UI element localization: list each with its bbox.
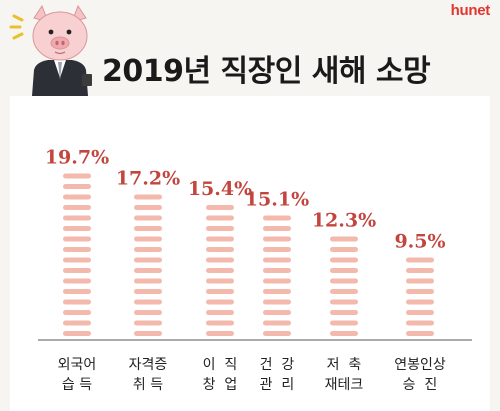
bar-segment — [263, 289, 291, 294]
bar-segment — [263, 310, 291, 315]
bar-segment — [263, 331, 291, 336]
bar-segment — [206, 310, 234, 315]
category-label: 승 진 — [403, 377, 438, 393]
bar-segment — [63, 299, 91, 305]
bar-segment — [206, 236, 234, 242]
bar-segment — [406, 278, 434, 284]
bar-segment — [263, 320, 291, 326]
bar-segment — [63, 320, 91, 326]
bar-value-label: 17.2% — [116, 168, 180, 190]
bar-segment — [206, 257, 234, 263]
bar-segment — [330, 236, 358, 242]
bar-segment — [406, 268, 434, 273]
bar-segment — [134, 236, 162, 242]
bar-segment — [134, 331, 162, 336]
bar-segment — [330, 257, 358, 263]
bar-segment — [134, 226, 162, 231]
bar-segment — [63, 289, 91, 294]
bar-value-label: 19.7% — [45, 147, 109, 169]
category-label: 외국어 — [58, 357, 97, 373]
bar-segment — [206, 289, 234, 294]
bar-segment — [63, 247, 91, 252]
bar-segment — [263, 268, 291, 273]
bar-value-label: 9.5% — [394, 231, 445, 253]
bar-segment — [63, 278, 91, 284]
bar-segment — [63, 173, 91, 179]
category-label: 자격증 — [129, 357, 168, 373]
category-label: 저 축 — [327, 357, 362, 373]
bar-segment — [263, 247, 291, 252]
bar-segment — [63, 310, 91, 315]
bar-segment — [134, 215, 162, 221]
bar-value-label: 15.1% — [245, 189, 309, 211]
brand-logo: hunet — [450, 2, 491, 19]
bar-segment — [330, 310, 358, 315]
bar-segment — [263, 236, 291, 242]
bar-segment — [63, 205, 91, 210]
bar-segment — [406, 320, 434, 326]
category-label: 창 업 — [203, 377, 238, 393]
bar-segment — [330, 320, 358, 326]
bar-segment — [134, 299, 162, 305]
bar-segment — [206, 331, 234, 336]
bar-segment — [134, 194, 162, 200]
bar-segment — [206, 320, 234, 326]
bar-segment — [63, 184, 91, 189]
bar-segment — [63, 226, 91, 231]
bar-segment — [406, 289, 434, 294]
bar-segment — [134, 278, 162, 284]
bar-segment — [263, 257, 291, 263]
bar-segment — [206, 247, 234, 252]
bar-segment — [63, 194, 91, 200]
category-label: 취 득 — [133, 377, 163, 393]
bar-segment — [330, 268, 358, 273]
bar-value-label: 12.3% — [312, 210, 376, 232]
category-label: 재테크 — [325, 377, 364, 393]
bar-segment — [206, 215, 234, 221]
bar-segment — [63, 257, 91, 263]
bar-segment — [63, 215, 91, 221]
bar-segment — [134, 289, 162, 294]
bar-segment — [406, 331, 434, 336]
bar-segment — [206, 278, 234, 284]
bar-segment — [206, 226, 234, 231]
bar-segment — [134, 320, 162, 326]
bar-segment — [63, 331, 91, 336]
category-label: 이 직 — [203, 357, 238, 373]
bar-segment — [330, 331, 358, 336]
category-label: 습 득 — [62, 377, 92, 393]
bar-segment — [406, 299, 434, 305]
category-label: 연봉인상 — [394, 357, 446, 373]
bar-segment — [134, 310, 162, 315]
bar-segment — [206, 205, 234, 210]
pig-businessman-icon — [9, 4, 92, 96]
bar-segment — [330, 289, 358, 294]
category-label: 건 강 — [260, 357, 295, 373]
bar-segment — [406, 257, 434, 263]
bar-segment — [134, 268, 162, 273]
bar-segment — [330, 278, 358, 284]
bar-segment — [330, 247, 358, 252]
bar-segment — [206, 268, 234, 273]
bar-segment — [206, 299, 234, 305]
bar-segment — [330, 299, 358, 305]
bar-segment — [263, 226, 291, 231]
bar-segment — [406, 310, 434, 315]
category-label: 관 리 — [260, 377, 295, 393]
bar-segment — [263, 278, 291, 284]
page-title: 2019년 직장인 새해 소망 — [102, 54, 431, 89]
bar-segment — [134, 247, 162, 252]
bar-segment — [134, 205, 162, 210]
bar-segment — [134, 257, 162, 263]
bar-segment — [263, 215, 291, 221]
bar-segment — [63, 236, 91, 242]
bar-segment — [263, 299, 291, 305]
bar-value-label: 15.4% — [188, 178, 252, 200]
bar-segment — [63, 268, 91, 273]
